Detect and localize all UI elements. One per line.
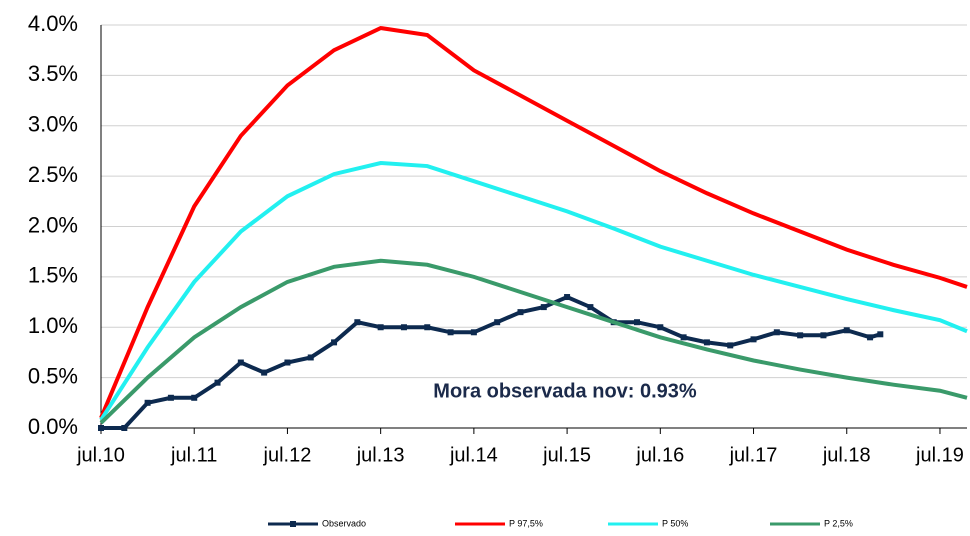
y-tick-label: 0.0% (28, 414, 78, 439)
marker (843, 327, 850, 334)
y-tick-label: 3.0% (28, 112, 78, 137)
marker (587, 304, 594, 311)
marker (564, 294, 571, 301)
legend-label: Observado (322, 518, 366, 528)
series-line (99, 258, 968, 425)
legend-label: P 97,5% (509, 518, 543, 528)
marker (214, 379, 221, 386)
marker (121, 425, 128, 431)
x-tick-label: jul.17 (729, 444, 778, 466)
marker (447, 329, 454, 336)
x-tick-label: jul.11 (170, 444, 217, 466)
marker (424, 324, 431, 331)
marker (657, 324, 664, 331)
marker (517, 309, 524, 316)
marker (400, 324, 407, 331)
marker (261, 369, 268, 376)
marker (750, 336, 757, 343)
x-tick-label: jul.16 (635, 444, 684, 466)
marker (331, 339, 338, 346)
x-tick-label: jul.12 (263, 444, 312, 466)
y-tick-label: 4.0% (28, 11, 78, 36)
marker (540, 304, 547, 311)
marker (727, 342, 734, 349)
marker (680, 334, 687, 341)
marker (191, 394, 198, 401)
marker (167, 394, 174, 401)
marker (377, 324, 384, 331)
x-tick-label: jul.14 (449, 444, 498, 466)
annotation: Mora observada nov: 0.93% (433, 380, 697, 402)
x-tick-label: jul.18 (822, 444, 871, 466)
marker (144, 399, 151, 406)
series-line (99, 161, 968, 422)
y-tick-label: 2.5% (28, 162, 78, 187)
x-tick-label: jul.19 (915, 444, 964, 466)
marker (797, 332, 804, 339)
marker (820, 332, 827, 339)
legend-marker (290, 521, 296, 527)
series-line (99, 25, 968, 419)
marker (470, 329, 477, 336)
x-tick-label: jul.15 (542, 444, 591, 466)
legend-label: P 2,5% (824, 518, 853, 528)
marker (877, 331, 884, 338)
marker (237, 359, 244, 366)
marker (494, 319, 501, 326)
y-tick-label: 2.0% (28, 212, 78, 237)
marker (773, 329, 780, 336)
x-tick-label: jul.10 (76, 444, 125, 466)
y-tick-label: 1.0% (28, 313, 78, 338)
marker (98, 425, 104, 431)
x-tick-label: jul.13 (356, 444, 405, 466)
marker (703, 339, 710, 346)
y-tick-label: 0.5% (28, 363, 78, 388)
marker (867, 334, 874, 341)
y-tick-label: 3.5% (28, 61, 78, 86)
legend-label: P 50% (662, 518, 688, 528)
y-tick-label: 1.5% (28, 263, 78, 288)
marker (307, 354, 314, 361)
marker (354, 319, 361, 326)
marker (634, 319, 641, 326)
marker (284, 359, 291, 366)
